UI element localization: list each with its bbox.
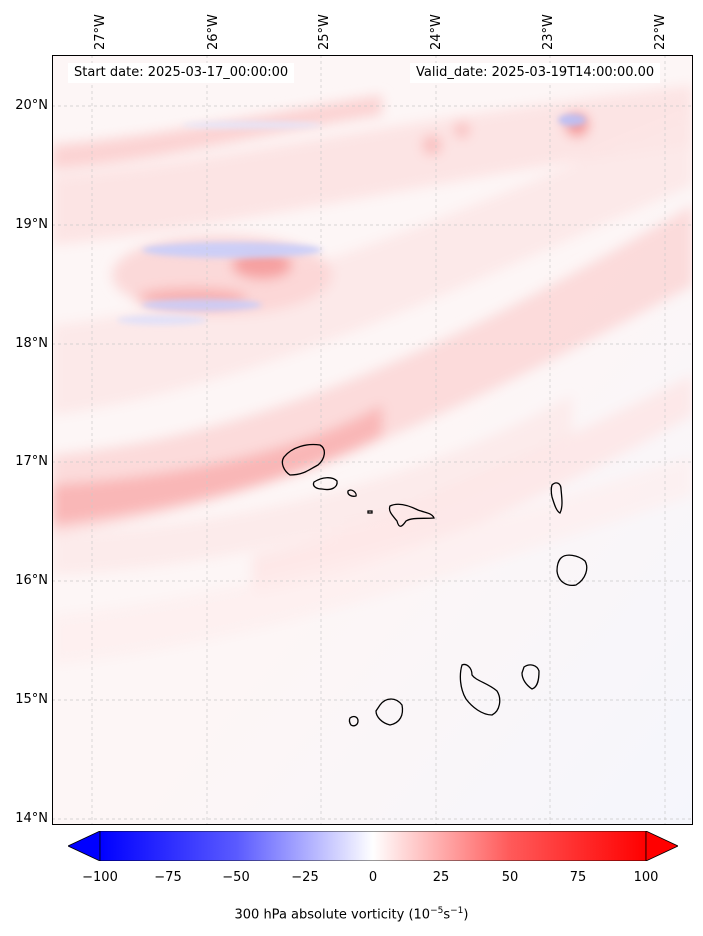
lat-tick-20n: 20°N	[15, 98, 48, 113]
lon-tick-24w: 24°W	[429, 14, 444, 50]
lat-tick-19n: 19°N	[15, 217, 48, 232]
map-border	[52, 55, 693, 825]
island-sal	[550, 482, 563, 514]
lat-tick-15n: 15°N	[15, 692, 48, 707]
island-maio	[521, 664, 540, 690]
island-boa-vista	[556, 554, 588, 587]
lat-tick-18n: 18°N	[15, 336, 48, 351]
colorbar-tick-neg100: −100	[82, 870, 118, 885]
colorbar-tick-neg75: −75	[154, 870, 182, 885]
vorticity-map	[52, 55, 693, 825]
lat-tick-16n: 16°N	[15, 573, 48, 588]
lon-tick-25w: 25°W	[317, 14, 332, 50]
colorbar-tick-25: 25	[432, 870, 450, 885]
island-brava	[348, 715, 359, 727]
lon-tick-22w: 22°W	[653, 14, 668, 50]
colorbar-body	[99, 831, 647, 861]
colorbar-tick-100: 100	[633, 870, 659, 885]
colorbar	[68, 831, 678, 861]
island-sao-vicente	[312, 477, 338, 491]
island-sao-tiago	[459, 663, 501, 716]
coastlines	[281, 443, 588, 727]
start-date-label: Start date: 2025-03-17_00:00:00	[68, 63, 295, 83]
lon-tick-26w: 26°W	[206, 14, 221, 50]
island-santo-antao	[281, 443, 325, 476]
lat-tick-14n: 14°N	[15, 811, 48, 826]
colorbar-label: 300 hPa absolute vorticity (10−5s−1)	[234, 906, 469, 923]
colorbar-extend-min	[68, 831, 101, 861]
island-sao-nicolau	[388, 503, 435, 527]
lat-tick-17n: 17°N	[15, 454, 48, 469]
map-canvas	[52, 55, 693, 825]
colorbar-tick-neg25: −25	[291, 870, 319, 885]
negative-vorticity	[117, 114, 586, 325]
colorbar-tick-neg50: −50	[222, 870, 250, 885]
island-branco	[367, 510, 373, 514]
colorbar-tick-50: 50	[501, 870, 519, 885]
colorbar-tick-0: 0	[368, 870, 378, 885]
valid-date-label: Valid_date: 2025-03-19T14:00:00.00	[410, 63, 661, 83]
map-gridlines	[52, 55, 693, 825]
colorbar-extend-max	[645, 831, 678, 861]
lon-tick-23w: 23°W	[541, 14, 556, 50]
island-fogo	[375, 698, 404, 726]
lon-tick-27w: 27°W	[93, 14, 108, 50]
colorbar-tick-75: 75	[569, 870, 587, 885]
island-santa-luzia	[347, 489, 357, 497]
